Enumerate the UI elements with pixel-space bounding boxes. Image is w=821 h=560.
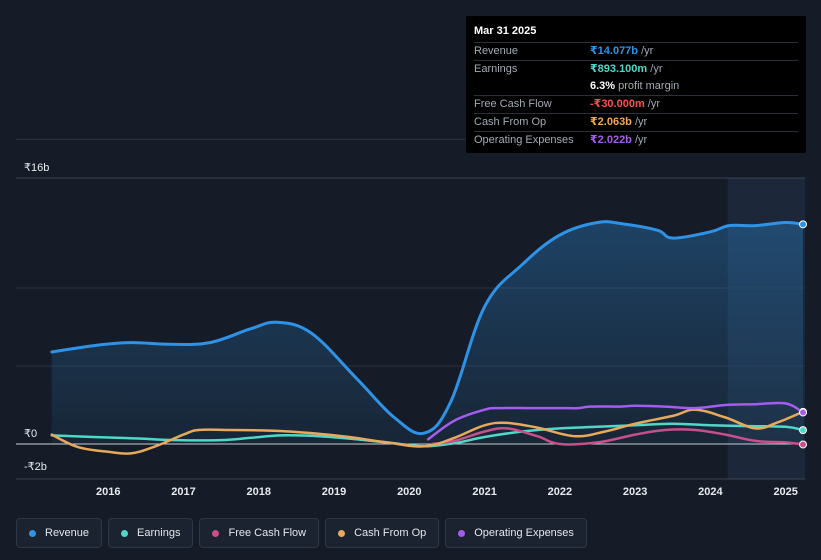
tooltip-date: Mar 31 2025	[474, 25, 537, 37]
data-tooltip: Mar 31 2025 Revenue ₹14.077b /yr Earning…	[466, 16, 806, 153]
legend-fcf-label: Free Cash Flow	[228, 527, 307, 539]
tooltip-value-fcf: -₹30.000m	[590, 98, 645, 110]
tooltip-label-cfo: Cash From Op	[474, 116, 547, 128]
legend-cfo-label: Cash From Op	[354, 527, 427, 539]
tooltip-row-margin: 6.3% profit margin	[474, 78, 798, 95]
series-operating-expenses-line	[426, 401, 805, 441]
tooltip-label-margin	[474, 78, 590, 95]
chart-legend: Revenue Earnings Free Cash Flow Cash Fro…	[16, 518, 587, 548]
tooltip-row-revenue: Revenue ₹14.077b /yr	[474, 42, 798, 60]
tooltip-value-cfo: ₹2.063b	[590, 116, 632, 128]
tooltip-row-opex: Operating Expenses ₹2.022b /yr	[474, 131, 798, 149]
legend-opex-dot	[458, 529, 466, 537]
series-cash-from-op-line	[50, 408, 805, 455]
x-tick-label-2019: 2019	[322, 486, 346, 498]
series-revenue-area	[51, 221, 804, 444]
legend-earnings[interactable]: Earnings	[108, 518, 194, 548]
x-tick-label-2023: 2023	[623, 486, 647, 498]
legend-cfo-dot	[338, 529, 346, 537]
series-earnings-endpoint	[799, 426, 807, 435]
tooltip-value-revenue: ₹14.077b	[590, 45, 639, 57]
tooltip-unit-earnings: /yr	[647, 63, 663, 75]
legend-fcf-dot	[212, 529, 220, 537]
legend-opex-label: Operating Expenses	[474, 527, 574, 539]
x-tick-label-2025: 2025	[773, 486, 797, 498]
tooltip-unit-revenue: /yr	[638, 45, 654, 57]
series-free-cash-flow-line	[430, 426, 805, 446]
series-revenue-endpoint	[799, 220, 807, 229]
tooltip-label-earnings: Earnings	[474, 63, 518, 75]
x-tick-label-2018: 2018	[247, 486, 271, 498]
series-revenue-line	[50, 220, 805, 436]
x-tick-label-2017: 2017	[171, 486, 195, 498]
legend-operating-expenses[interactable]: Operating Expenses	[445, 518, 587, 548]
financial-chart: ₹16b ₹0 -₹2b 2016 2017 2018 2019 2020 2021 2022 20…	[16, 138, 807, 498]
series-operating-expenses-endpoint	[799, 408, 807, 417]
legend-free-cash-flow[interactable]: Free Cash Flow	[199, 518, 320, 548]
tooltip-unit-fcf: /yr	[644, 98, 661, 110]
legend-earnings-label: Earnings	[137, 527, 181, 539]
tooltip-value-opex: ₹2.022b	[590, 134, 632, 146]
tooltip-row-cfo: Cash From Op ₹2.063b /yr	[474, 113, 798, 131]
legend-revenue[interactable]: Revenue	[16, 518, 103, 548]
tooltip-row-earnings: Earnings ₹893.100m /yr	[474, 60, 798, 78]
x-tick-label-2024: 2024	[698, 486, 723, 498]
legend-revenue-dot	[29, 529, 36, 537]
tooltip-label-revenue: Revenue	[474, 45, 519, 57]
tooltip-row-fcf: Free Cash Flow -₹30.000m /yr	[474, 95, 798, 113]
y-tick-label-0: ₹16b	[24, 162, 49, 174]
legend-revenue-label: Revenue	[45, 527, 90, 539]
y-tick-label-2: -₹2b	[24, 461, 47, 473]
x-tick-label-2021: 2021	[472, 486, 496, 498]
tooltip-unit-margin: profit margin	[615, 80, 680, 92]
tooltip-value-earnings: ₹893.100m	[590, 63, 648, 75]
y-tick-label-1: ₹0	[24, 428, 37, 440]
tooltip-value-margin: 6.3%	[590, 80, 616, 92]
legend-cash-from-op[interactable]: Cash From Op	[325, 518, 440, 548]
series-free-cash-flow-endpoint	[799, 440, 807, 449]
tooltip-label-fcf: Free Cash Flow	[474, 98, 552, 110]
series-earnings-line	[50, 422, 805, 448]
x-tick-label-2016: 2016	[96, 486, 120, 498]
legend-earnings-dot	[121, 529, 129, 537]
tooltip-unit-cfo: /yr	[631, 116, 648, 128]
x-tick-label-2022: 2022	[548, 486, 572, 498]
tooltip-unit-opex: /yr	[631, 134, 648, 146]
tooltip-label-opex: Operating Expenses	[474, 134, 574, 146]
x-tick-label-2020: 2020	[397, 486, 421, 498]
